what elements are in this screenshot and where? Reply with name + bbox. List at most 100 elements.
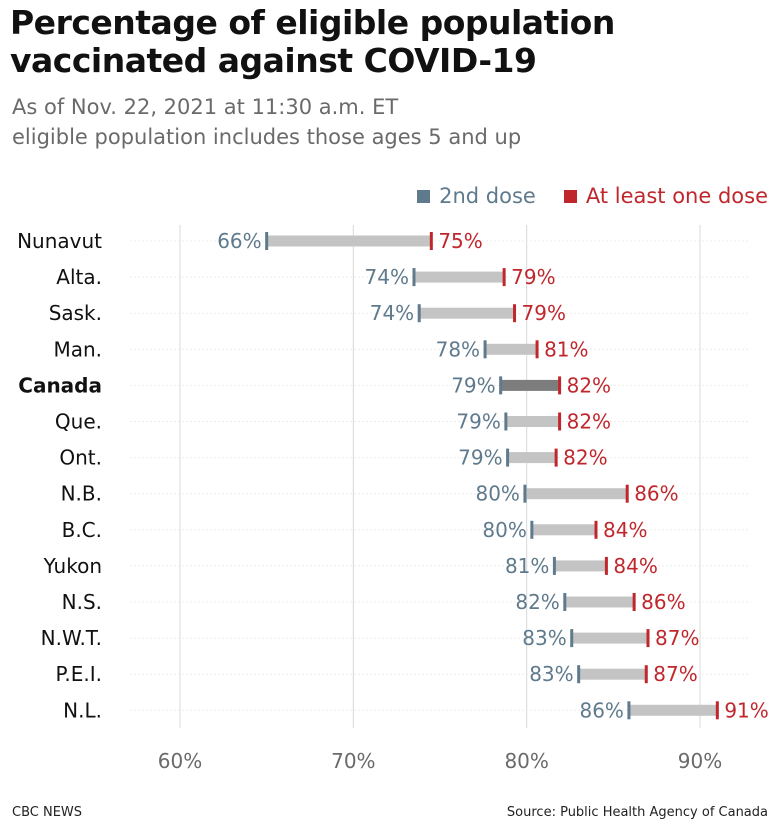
one-dose-marker	[632, 593, 636, 611]
legend-label-one-dose: At least one dose	[585, 184, 768, 208]
second-dose-label: 66%	[217, 229, 261, 253]
one-dose-label: 82%	[567, 373, 611, 397]
range-bar	[507, 452, 557, 464]
range-bar	[414, 271, 505, 283]
second-dose-marker	[483, 340, 487, 359]
one-dose-label: 84%	[613, 554, 657, 578]
second-dose-label: 78%	[436, 337, 480, 361]
chart-legend: 2nd dose At least one dose	[417, 184, 768, 208]
legend-item-second-dose: 2nd dose	[417, 184, 536, 208]
one-dose-marker	[594, 520, 598, 539]
x-tick-label: 60%	[158, 749, 202, 773]
one-dose-label: 87%	[653, 662, 697, 686]
second-dose-marker	[523, 484, 527, 503]
second-dose-marker	[506, 448, 510, 467]
one-dose-marker	[513, 304, 517, 323]
row-label: B.C.	[62, 518, 102, 542]
footer-source: Source: Public Health Agency of Canada	[506, 805, 768, 820]
one-dose-marker	[625, 484, 629, 503]
range-bar	[500, 379, 560, 391]
second-dose-marker	[570, 629, 574, 648]
range-bar	[419, 307, 515, 319]
one-dose-label: 81%	[544, 337, 588, 361]
chart-subtitle-note: eligible population includes those ages …	[12, 125, 522, 149]
row-label: P.E.I.	[55, 662, 102, 686]
second-dose-marker	[417, 304, 421, 323]
second-dose-label: 83%	[529, 662, 573, 686]
row-label: N.B.	[61, 482, 102, 506]
one-dose-label: 79%	[511, 265, 555, 289]
second-dose-label: 80%	[475, 482, 519, 506]
row-label: Ont.	[59, 446, 102, 470]
legend-item-one-dose: At least one dose	[563, 184, 768, 208]
one-dose-marker	[429, 232, 433, 250]
second-dose-marker	[265, 232, 269, 250]
range-bar	[564, 596, 635, 608]
one-dose-marker	[535, 340, 539, 359]
second-dose-marker	[563, 593, 567, 611]
second-dose-marker	[530, 520, 534, 539]
legend-label-second-dose: 2nd dose	[439, 184, 536, 208]
second-dose-label: 82%	[515, 590, 559, 614]
second-dose-label: 74%	[370, 301, 414, 325]
one-dose-marker	[558, 376, 562, 395]
x-tick-label: 80%	[504, 749, 548, 773]
one-dose-marker	[604, 556, 608, 575]
row-label: Sask.	[49, 301, 102, 325]
row-label: Yukon	[43, 554, 102, 578]
second-dose-label: 79%	[458, 446, 502, 470]
range-bar	[531, 524, 596, 536]
second-dose-marker	[577, 665, 581, 684]
range-bar	[571, 632, 648, 644]
second-dose-marker	[627, 701, 631, 720]
x-tick-label: 70%	[331, 749, 375, 773]
second-dose-marker	[412, 268, 416, 287]
one-dose-label: 82%	[563, 446, 607, 470]
second-dose-marker	[504, 412, 508, 431]
one-dose-label: 86%	[634, 482, 678, 506]
chart-subtitle-date: As of Nov. 22, 2021 at 11:30 a.m. ET	[12, 95, 399, 119]
chart-title: Percentage of eligible population vaccin…	[10, 3, 615, 80]
second-dose-marker	[552, 556, 556, 575]
range-bar	[554, 560, 607, 572]
x-tick-label: 90%	[678, 749, 722, 773]
second-dose-marker	[499, 376, 503, 395]
footer-credit: CBC NEWS	[12, 805, 83, 820]
second-dose-label: 83%	[522, 626, 566, 650]
second-dose-label: 74%	[365, 265, 409, 289]
second-dose-label: 79%	[456, 410, 500, 434]
one-dose-label: 79%	[522, 301, 566, 325]
row-label: Que.	[55, 410, 102, 434]
row-label: N.L.	[63, 698, 102, 722]
one-dose-label: 91%	[724, 698, 768, 722]
one-dose-marker	[554, 448, 558, 467]
range-bar	[266, 235, 432, 247]
row-label: Nunavut	[17, 229, 102, 253]
one-dose-label: 86%	[641, 590, 685, 614]
row-label: Man.	[53, 337, 102, 361]
range-bar	[628, 704, 718, 716]
row-label: N.W.T.	[41, 626, 102, 650]
one-dose-marker	[502, 268, 506, 287]
second-dose-label: 80%	[482, 518, 526, 542]
row-label: Canada	[18, 373, 102, 397]
one-dose-marker	[558, 412, 562, 431]
second-dose-label: 86%	[579, 698, 623, 722]
one-dose-label: 82%	[567, 410, 611, 434]
row-label: Alta.	[56, 265, 102, 289]
one-dose-label: 75%	[438, 229, 482, 253]
one-dose-marker	[715, 701, 719, 720]
one-dose-marker	[646, 629, 650, 648]
one-dose-marker	[644, 665, 648, 684]
row-label: N.S.	[62, 590, 102, 614]
second-dose-label: 79%	[451, 373, 495, 397]
range-bar	[578, 668, 647, 680]
range-bar	[505, 416, 560, 427]
one-dose-label: 84%	[603, 518, 647, 542]
legend-swatch-one-dose	[563, 189, 577, 203]
legend-swatch-second-dose	[417, 189, 431, 203]
one-dose-label: 87%	[655, 626, 699, 650]
range-bar	[524, 488, 628, 500]
range-bar	[485, 343, 538, 355]
